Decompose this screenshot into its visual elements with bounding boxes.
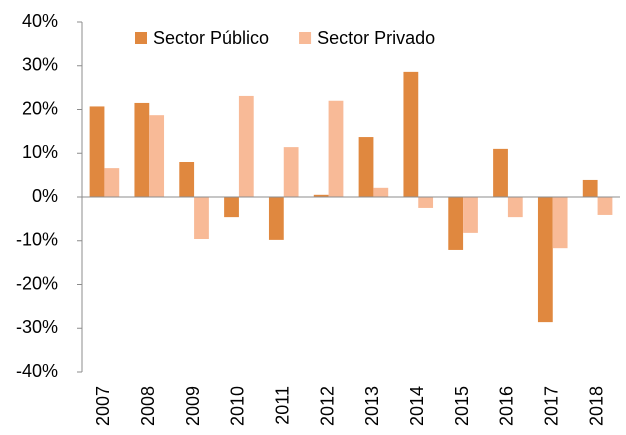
legend-label: Sector Privado xyxy=(317,28,435,48)
y-tick-label: -30% xyxy=(16,317,58,337)
x-tick-label: 2014 xyxy=(407,386,427,426)
x-tick-label: 2011 xyxy=(273,386,293,425)
y-tick-label: 0% xyxy=(32,186,58,206)
bar xyxy=(313,194,329,197)
bar xyxy=(268,197,284,240)
bar xyxy=(194,197,209,239)
bar xyxy=(328,100,344,197)
bar xyxy=(403,71,419,197)
bar xyxy=(537,197,553,323)
y-tick-label: -40% xyxy=(16,361,58,381)
bar xyxy=(179,162,195,197)
bar xyxy=(418,197,434,208)
bar xyxy=(493,148,508,197)
x-tick-label: 2010 xyxy=(228,386,248,426)
bar xyxy=(463,197,478,233)
y-tick-label: 20% xyxy=(22,98,58,118)
x-tick-label: 2008 xyxy=(138,386,158,426)
bar xyxy=(89,106,105,197)
bar xyxy=(373,187,389,197)
x-tick-label: 2018 xyxy=(586,386,606,426)
bar xyxy=(552,197,568,249)
legend-label: Sector Público xyxy=(153,28,269,48)
bar xyxy=(507,197,523,218)
bar xyxy=(358,137,374,197)
y-tick-label: -10% xyxy=(16,230,58,250)
x-tick-label: 2017 xyxy=(542,386,562,426)
x-tick-label: 2009 xyxy=(183,386,203,426)
bar xyxy=(448,197,464,250)
y-tick-label: 40% xyxy=(22,11,58,31)
x-tick-label: 2013 xyxy=(362,386,382,426)
y-tick-label: 30% xyxy=(22,55,58,75)
bar xyxy=(104,168,120,197)
bar xyxy=(582,179,598,197)
x-tick-label: 2015 xyxy=(452,386,472,426)
bar xyxy=(283,147,299,197)
bar xyxy=(597,197,613,215)
x-tick-label: 2016 xyxy=(497,386,517,426)
bar xyxy=(238,95,254,197)
y-tick-label: 10% xyxy=(22,142,58,162)
bar xyxy=(149,115,165,197)
legend-swatch xyxy=(135,32,147,44)
x-tick-label: 2007 xyxy=(93,386,113,426)
y-tick-label: -20% xyxy=(16,273,58,293)
bar xyxy=(134,102,150,197)
x-tick-label: 2012 xyxy=(317,386,337,426)
legend-swatch xyxy=(299,32,312,44)
bar xyxy=(224,197,239,218)
